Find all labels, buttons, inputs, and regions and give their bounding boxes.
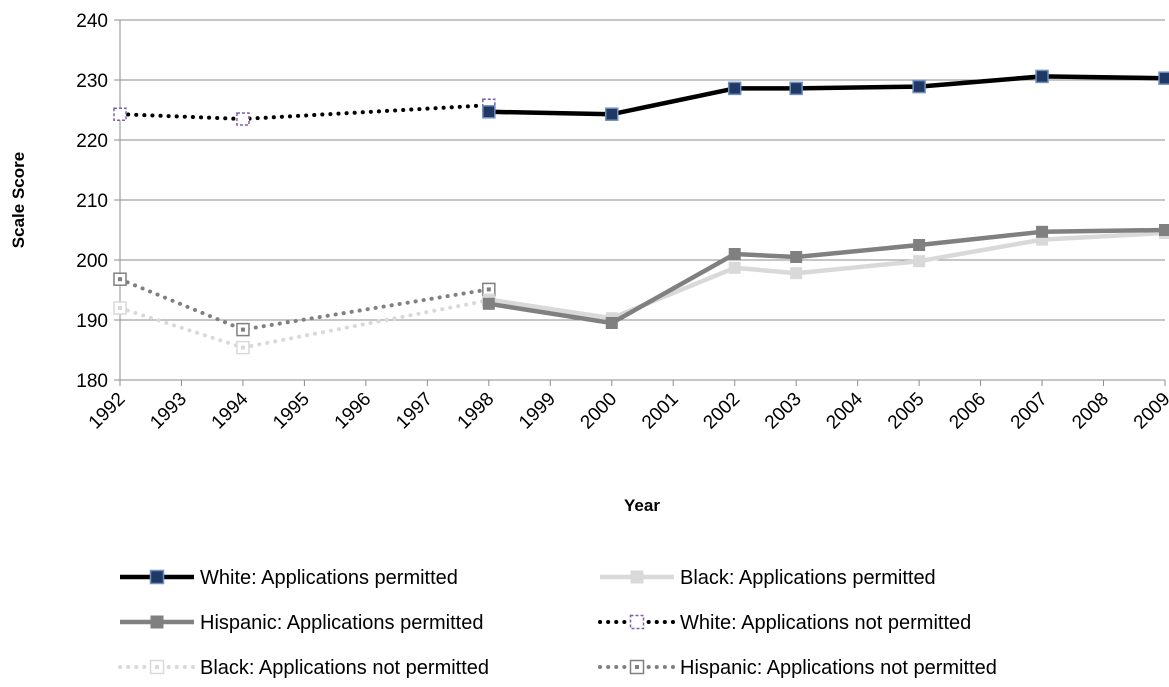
x-tick-label: 2009 bbox=[1130, 389, 1169, 434]
data-point-center bbox=[118, 112, 122, 117]
legend: White: Applications permitted Black: Appl… bbox=[118, 567, 997, 679]
data-point bbox=[912, 79, 926, 94]
data-point bbox=[605, 107, 619, 121]
series-4 bbox=[113, 293, 496, 355]
legend-item: White: Applications permitted bbox=[120, 567, 458, 589]
x-tick-label: 1997 bbox=[392, 389, 437, 434]
data-point-center bbox=[240, 117, 245, 121]
x-tick-label: 1996 bbox=[331, 389, 376, 434]
legend-label: White: Applications permitted bbox=[200, 567, 458, 589]
x-tick-label: 2007 bbox=[1007, 389, 1052, 434]
y-tick-labels: 180 190 200 210 220 230 240 bbox=[76, 11, 108, 392]
x-tick-label: 2004 bbox=[822, 388, 867, 433]
y-tick-label: 200 bbox=[76, 251, 108, 272]
legend-label: White: Applications not permitted bbox=[680, 612, 971, 634]
x-tick-label: 1998 bbox=[454, 389, 499, 434]
data-point-center bbox=[635, 665, 639, 669]
data-point bbox=[630, 570, 644, 584]
axes bbox=[119, 20, 1165, 381]
data-point-center bbox=[118, 277, 122, 282]
legend-item: White: Applications not permitted bbox=[598, 612, 971, 634]
data-point bbox=[728, 261, 741, 274]
x-tick-label: 2005 bbox=[884, 389, 929, 434]
data-point-center bbox=[155, 665, 159, 669]
data-point bbox=[149, 569, 165, 585]
data-point bbox=[728, 248, 741, 260]
data-point bbox=[1035, 69, 1049, 84]
data-point-center bbox=[240, 327, 245, 332]
x-tick-label: 1995 bbox=[269, 389, 314, 434]
legend-item: Hispanic: Applications not permitted bbox=[598, 657, 997, 679]
x-tick-label: 2000 bbox=[577, 389, 622, 434]
legend-label: Black: Applications permitted bbox=[680, 567, 936, 589]
y-tick-label: 180 bbox=[76, 371, 108, 392]
data-point bbox=[727, 81, 742, 96]
data-point bbox=[1036, 225, 1049, 238]
data-point bbox=[482, 105, 496, 119]
data-point bbox=[913, 255, 926, 268]
y-tick-label: 210 bbox=[76, 191, 108, 212]
series-5 bbox=[113, 272, 496, 337]
data-point bbox=[789, 81, 803, 96]
y-tick-label: 240 bbox=[76, 11, 108, 32]
y-tick-label: 220 bbox=[76, 131, 108, 152]
data-point-center bbox=[240, 345, 245, 350]
x-tick-label: 1992 bbox=[85, 389, 130, 434]
legend-item: Hispanic: Applications permitted bbox=[120, 612, 483, 634]
x-tick-label: 2006 bbox=[945, 389, 990, 434]
y-tick-label: 190 bbox=[76, 311, 108, 332]
series-1 bbox=[482, 227, 1169, 325]
series-line bbox=[488, 227, 1166, 326]
data-point bbox=[790, 251, 803, 263]
x-tick-label: 1993 bbox=[146, 389, 191, 434]
legend-label: Hispanic: Applications not permitted bbox=[680, 657, 997, 679]
series-layer bbox=[113, 69, 1169, 355]
series-0 bbox=[482, 69, 1169, 121]
series-line bbox=[118, 277, 491, 332]
data-point bbox=[605, 317, 618, 329]
data-point-center bbox=[486, 287, 491, 292]
x-tick-labels: 1992 1993 1994 1995 1996 1997 1998 1999 2000 2001… bbox=[85, 380, 1169, 433]
data-point bbox=[1159, 224, 1169, 236]
x-axis-title: Year bbox=[624, 496, 660, 515]
series-line bbox=[118, 103, 491, 121]
x-tick-label: 2003 bbox=[761, 389, 806, 434]
x-tick-label: 2001 bbox=[638, 389, 683, 434]
data-point-center bbox=[118, 306, 122, 310]
y-axis-title: Scale Score bbox=[9, 152, 28, 248]
legend-label: Black: Applications not permitted bbox=[200, 657, 489, 679]
y-tick-label: 230 bbox=[76, 71, 108, 92]
legend-item: Black: Applications permitted bbox=[600, 567, 936, 589]
data-point bbox=[482, 297, 495, 310]
series-2 bbox=[482, 224, 1169, 329]
series-line bbox=[488, 230, 1166, 321]
x-tick-label: 2002 bbox=[699, 389, 744, 434]
series-line bbox=[488, 74, 1166, 117]
data-point bbox=[1158, 71, 1169, 85]
data-point bbox=[150, 615, 164, 629]
data-point bbox=[913, 239, 926, 251]
legend-label: Hispanic: Applications permitted bbox=[200, 612, 483, 634]
x-tick-label: 2008 bbox=[1068, 389, 1113, 434]
x-tick-label: 1994 bbox=[208, 388, 253, 433]
series-3 bbox=[113, 98, 496, 126]
series-line bbox=[118, 298, 491, 350]
data-point-center bbox=[635, 620, 639, 624]
data-point bbox=[790, 267, 803, 280]
legend-item: Black: Applications not permitted bbox=[118, 657, 489, 679]
x-tick-label: 1999 bbox=[515, 389, 560, 434]
